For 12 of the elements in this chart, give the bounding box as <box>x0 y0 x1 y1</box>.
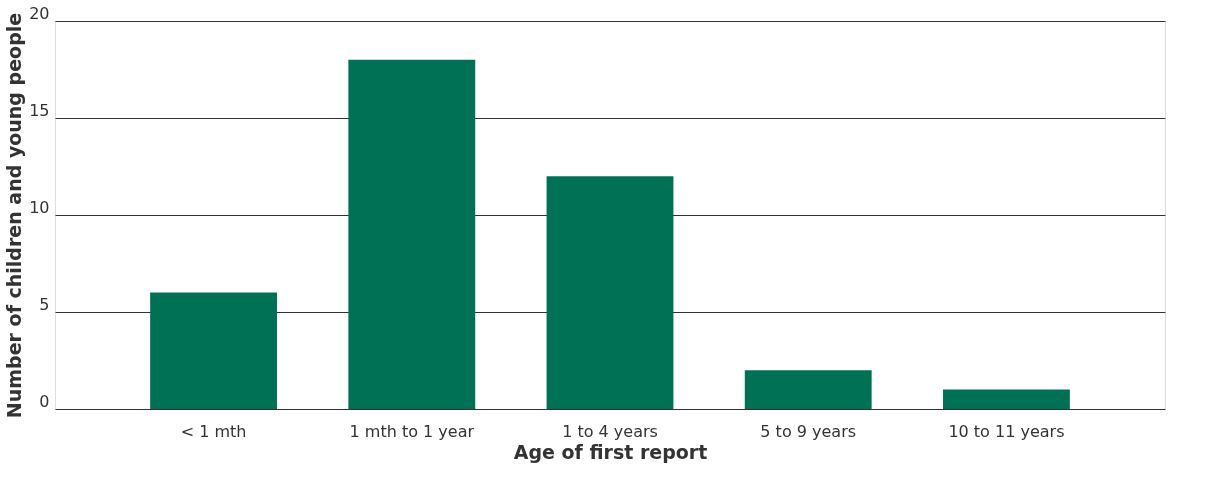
y-axis-title: Number of children and young people <box>3 12 26 419</box>
y-tick-label: 5 <box>39 294 50 314</box>
y-tick-label: 10 <box>29 197 50 217</box>
x-tick-label: 5 to 9 years <box>760 421 857 441</box>
x-tick-label: < 1 mth <box>180 421 247 441</box>
x-tick-label: 1 to 4 years <box>562 421 658 441</box>
y-tick-label: 0 <box>39 391 50 411</box>
y-tick-label: 15 <box>29 100 50 120</box>
x-axis-title: Age of first report <box>513 440 708 463</box>
y-tick-label: 20 <box>29 3 50 23</box>
x-tick-label: 1 mth to 1 year <box>349 421 475 441</box>
x-tick-label: 10 to 11 years <box>948 421 1065 441</box>
